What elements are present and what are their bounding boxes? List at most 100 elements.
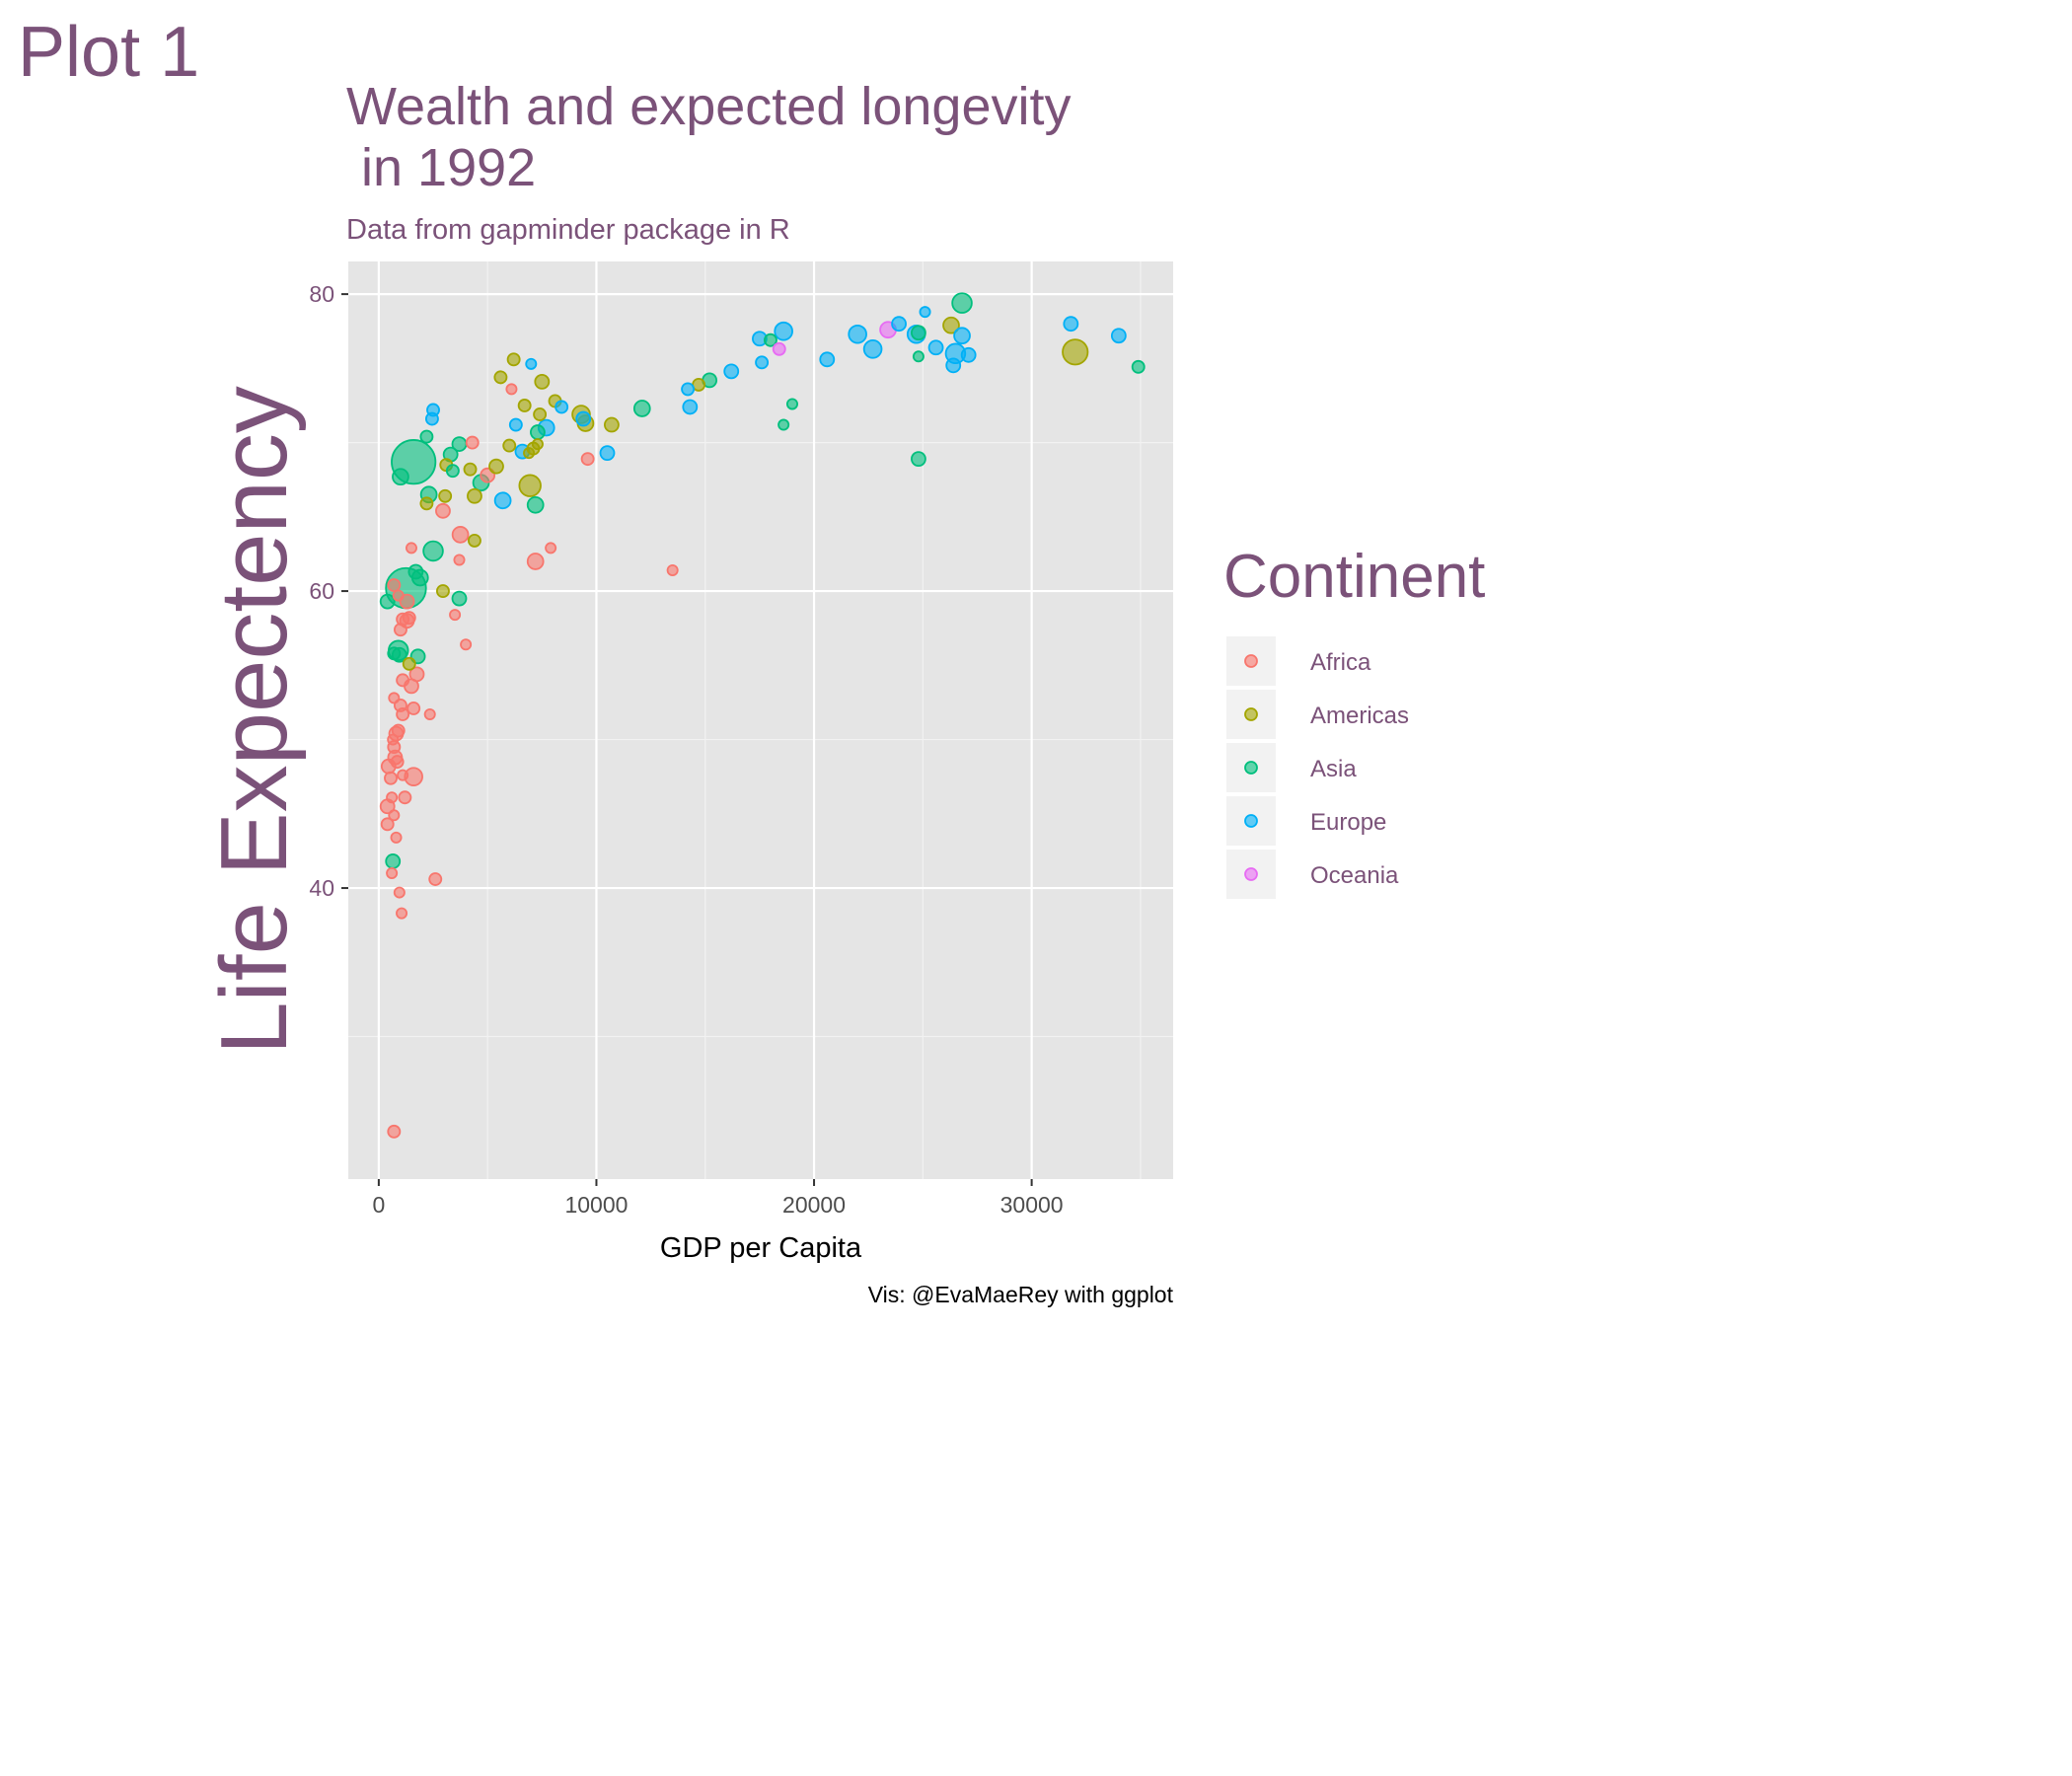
data-point-europe: [891, 316, 907, 333]
data-point-asia: [392, 468, 409, 486]
data-point-europe: [953, 327, 971, 345]
data-point-africa: [393, 886, 406, 899]
data-point-asia: [911, 325, 926, 341]
data-point-europe: [774, 321, 793, 341]
data-point-europe: [575, 410, 592, 427]
data-point-americas: [463, 462, 478, 477]
legend-label: Europe: [1310, 809, 1386, 836]
data-point-africa: [405, 542, 417, 555]
legend-label: Asia: [1310, 756, 1357, 782]
x-tick-label: 0: [372, 1192, 385, 1218]
data-point-africa: [387, 578, 402, 593]
y-tick-label: 80: [309, 281, 334, 307]
data-point-africa: [387, 733, 400, 746]
data-point-asia: [451, 590, 468, 607]
data-point-europe: [755, 355, 770, 370]
legend-label: Americas: [1310, 703, 1409, 729]
legend-swatch: [1244, 761, 1258, 775]
data-point-africa: [390, 755, 405, 770]
y-tick-label: 40: [309, 875, 334, 901]
data-point-africa: [391, 723, 406, 738]
data-point-europe: [681, 382, 696, 397]
data-point-africa: [465, 435, 480, 450]
legend-swatch: [1244, 707, 1258, 721]
data-point-africa: [390, 831, 403, 844]
data-point-americas: [493, 370, 508, 385]
legend-items: Africa Americas Asia Europe Oceania: [1226, 636, 1409, 899]
data-point-africa: [580, 452, 595, 467]
data-point-africa: [453, 554, 466, 566]
data-point-africa: [408, 666, 425, 683]
data-point-americas: [517, 399, 532, 412]
data-point-africa: [505, 383, 518, 396]
data-point-oceania: [772, 341, 786, 356]
data-point-americas: [523, 447, 536, 460]
data-point-africa: [407, 702, 421, 715]
data-point-europe: [599, 445, 616, 462]
y-tick-label: 60: [309, 578, 334, 604]
data-point-americas: [1062, 338, 1089, 366]
data-point-asia: [951, 292, 973, 314]
data-point-asia: [632, 400, 651, 417]
legend-swatch: [1244, 814, 1258, 828]
data-point-americas: [488, 458, 504, 475]
data-point-americas: [438, 488, 453, 503]
y-axis: 40 60 80: [309, 281, 348, 901]
data-point-asia: [387, 646, 402, 661]
data-point-africa: [545, 542, 557, 555]
data-point-africa: [435, 502, 451, 519]
data-point-europe: [1063, 316, 1079, 333]
data-point-europe: [819, 351, 836, 368]
data-point-africa: [666, 564, 679, 577]
chart-title-line: Wealth and expected longevity: [346, 77, 1071, 136]
data-point-africa: [396, 612, 410, 627]
data-point-asia: [445, 464, 460, 479]
data-point-americas: [467, 533, 481, 548]
chart-caption: Vis: @EvaMaeRey with ggplot: [868, 1282, 1174, 1307]
x-tick-label: 20000: [782, 1192, 846, 1218]
data-point-americas: [518, 474, 542, 497]
data-point-europe: [1110, 328, 1127, 344]
x-tick-label: 30000: [1000, 1192, 1064, 1218]
data-point-europe: [848, 324, 867, 344]
data-point-africa: [396, 673, 410, 688]
data-point-asia: [530, 424, 546, 440]
data-point-asia: [911, 451, 926, 468]
data-point-africa: [388, 809, 401, 822]
data-point-americas: [467, 487, 482, 504]
legend-title: Continent: [1223, 543, 1485, 611]
data-point-europe: [525, 357, 538, 370]
y-axis-label: Life Expectency: [201, 386, 307, 1055]
x-tick-label: 10000: [564, 1192, 628, 1218]
data-point-asia: [526, 495, 545, 514]
data-point-africa: [449, 609, 462, 622]
data-point-africa: [396, 707, 410, 721]
chart-canvas: Plot 1 Wealth and expected longevity in …: [18, 13, 1485, 1307]
legend-swatch: [1244, 867, 1258, 881]
data-point-asia: [385, 853, 402, 869]
data-point-asia: [763, 333, 777, 347]
data-point-asia: [422, 540, 444, 562]
data-point-americas: [502, 438, 517, 453]
data-point-asia: [419, 429, 434, 444]
data-point-africa: [398, 790, 412, 805]
minor-gridlines: [348, 261, 1173, 1179]
plot-panel: [348, 261, 1173, 1179]
x-axis-label: GDP per Capita: [660, 1232, 862, 1264]
data-point-africa: [386, 867, 399, 880]
chart-title: Wealth and expected longevity in 1992: [346, 77, 1071, 197]
data-point-americas: [531, 438, 544, 451]
data-point-africa: [396, 907, 408, 920]
major-gridlines: [348, 261, 1173, 1179]
data-point-americas: [402, 656, 416, 671]
data-point-europe: [508, 417, 523, 432]
data-point-americas: [942, 316, 960, 334]
legend-label: Oceania: [1310, 862, 1399, 889]
data-point-americas: [534, 373, 551, 390]
data-point-africa: [423, 707, 436, 720]
data-point-asia: [777, 418, 790, 431]
legend-label: Africa: [1310, 649, 1371, 676]
chart-subtitle: Data from gapminder package in R: [346, 214, 790, 246]
data-point-africa: [397, 769, 409, 781]
data-point-africa: [387, 1124, 402, 1139]
